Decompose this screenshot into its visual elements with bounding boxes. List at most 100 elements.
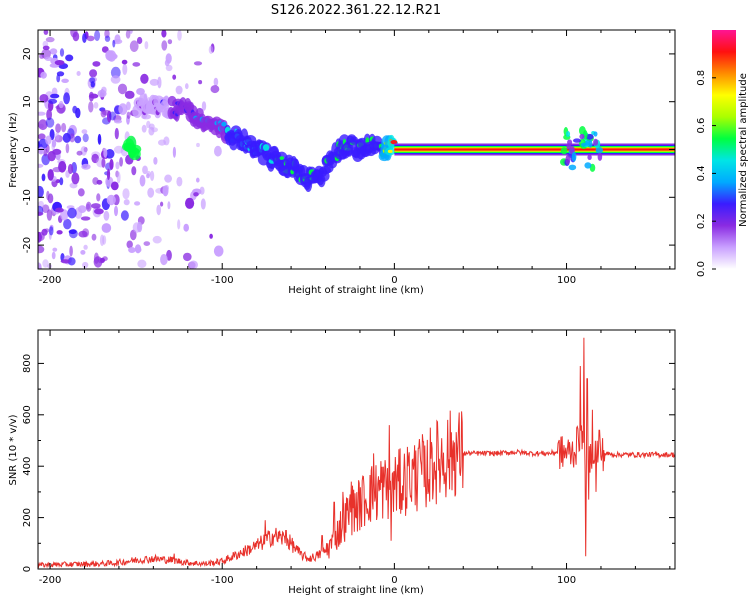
spectrogram-noise-blob	[134, 201, 141, 206]
spectrogram-noise-blob	[122, 63, 128, 76]
spectrogram-noise-blob	[38, 146, 45, 155]
spectrogram-noise-blob	[80, 250, 86, 255]
spectrogram-noise-blob	[136, 36, 143, 45]
spectrogram-noise-blob	[143, 241, 151, 247]
spectrogram-disturbance-blob	[579, 133, 585, 140]
spectrogram-noise-blob	[185, 83, 189, 90]
spectrogram-noise-blob	[49, 48, 58, 55]
spectrogram-noise-blob	[39, 53, 45, 59]
spectrogram-noise-blob	[175, 85, 183, 95]
spectrogram-noise-blob	[38, 231, 42, 243]
spectrogram-noise-blob	[189, 260, 198, 269]
spectrogram-noise-blob	[131, 166, 137, 176]
spectrogram-noise-blob	[41, 173, 46, 182]
colorbar-tick-label: 0.8	[696, 70, 707, 86]
spectrogram-noise-blob	[110, 181, 119, 191]
spectrogram-noise-blob	[163, 136, 170, 146]
spectrogram-noise-blob	[115, 161, 120, 170]
x-tick-label: 100	[557, 575, 576, 586]
spectrogram-noise-blob	[78, 230, 88, 238]
spectrogram-noise-blob	[123, 199, 130, 206]
spectrogram-noise-blob	[93, 252, 99, 264]
spectrogram-disturbance-blob	[584, 162, 592, 169]
spectrogram-noise-blob	[94, 208, 104, 215]
spectrogram-noise-blob	[135, 246, 142, 253]
spectrogram-noise-blob	[146, 120, 151, 129]
spectrogram-noise-blob	[68, 229, 77, 235]
spectrogram-noise-blob	[114, 205, 118, 217]
spectrogram-disturbance-blob	[581, 142, 587, 147]
spectrogram-disturbance-blob	[585, 133, 594, 140]
y-tick-label: 10	[22, 95, 33, 108]
snr-axes: -200 -100 0 100 0 200 400 600 800	[22, 330, 675, 586]
spectrogram-noise-blob	[103, 210, 110, 221]
spectrogram-noise-blob	[164, 174, 173, 183]
spectrogram-noise-blob	[109, 158, 114, 170]
spectrogram-noise-blob	[201, 101, 207, 111]
spectrogram-noise-blob	[45, 36, 55, 43]
spectrogram-noise-blob	[71, 172, 80, 185]
spectrogram-noise-blob	[122, 188, 130, 200]
spectrogram-disturbance-blob	[568, 164, 577, 171]
spectrogram-noise-blob	[120, 210, 129, 221]
x-tick-label: 100	[557, 275, 576, 286]
x-tick-label: -200	[39, 275, 62, 286]
spectrogram-noise-blob	[214, 145, 222, 157]
y-tick-label: 20	[22, 48, 33, 61]
spectrogram-noise-blob	[55, 207, 64, 213]
spectrogram-noise-blob	[144, 41, 149, 50]
spectrogram-noise-blob	[167, 201, 171, 210]
spectrogram-noise-blob	[75, 107, 81, 119]
spectrogram-noise-blob	[104, 35, 111, 42]
spectrogram-noise-blob	[65, 54, 74, 62]
spectrogram-noise-blob	[74, 135, 82, 144]
spectrogram-noise-blob	[100, 257, 105, 263]
spectrogram-noise-blob	[113, 119, 123, 124]
spectrogram-disturbance-blob	[567, 139, 573, 146]
x-tick-label: -200	[39, 575, 62, 586]
spectrogram-noise-blob	[82, 33, 87, 43]
colorbar-bar	[712, 30, 736, 269]
spectrogram-noise-blob	[42, 259, 49, 268]
spectrogram-noise-blob	[93, 102, 99, 109]
spectrogram-noise-blob	[177, 219, 181, 230]
spectrogram-noise-blob	[48, 98, 58, 104]
spectrogram-ridge-core	[387, 149, 393, 153]
spectrogram-carrier-band-5	[394, 148, 675, 151]
spectrogram-noise-blob	[41, 204, 50, 213]
spectrogram-noise-blob	[38, 133, 46, 140]
spectrogram-noise-blob	[196, 142, 200, 148]
spectrogram-noise-blob	[161, 40, 168, 51]
snr-plot-area	[38, 337, 675, 569]
spectrogram-noise-blob	[59, 177, 64, 186]
spectrogram-noise-blob	[43, 148, 48, 157]
spectrogram-noise-blob	[126, 240, 133, 249]
x-tick-label: -100	[211, 275, 234, 286]
spectrogram-noise-blob	[160, 254, 168, 266]
spectrogram-noise-blob	[149, 78, 159, 86]
spectrogram-noise-blob	[58, 161, 67, 173]
spectrogram-disturbance-blob	[597, 152, 603, 161]
spectrogram-noise-blob	[128, 247, 136, 253]
spectrogram-noise-blob	[47, 264, 52, 269]
snr-series-line	[38, 337, 675, 569]
y-tick-label: 600	[22, 405, 33, 424]
spectrogram-disturbance-blob	[585, 140, 591, 146]
spectrogram-noise-blob	[141, 124, 147, 133]
spectrogram-noise-blob	[70, 30, 78, 38]
spectrogram-noise-blob	[38, 119, 48, 131]
spectrogram-noise-blob	[172, 74, 177, 80]
spectrogram-noise-blob	[121, 59, 128, 65]
snr-panel: -200 -100 0 100 0 200 400 600 800 Height of stra…	[8, 329, 676, 596]
spectrogram-ridge-halo	[162, 96, 170, 106]
spectrogram-noise-blob	[82, 133, 89, 143]
spectrogram-noise-blob	[48, 226, 54, 236]
spectrogram-noise-blob	[40, 71, 47, 79]
spectrogram-noise-blob	[55, 132, 60, 141]
spectrogram-noise-blob	[213, 245, 224, 257]
spectrogram-noise-blob	[110, 66, 121, 79]
spectrogram-plot-area	[38, 30, 675, 269]
spectrogram-noise-blob	[61, 78, 69, 84]
spectrogram-noise-blob	[200, 198, 206, 210]
